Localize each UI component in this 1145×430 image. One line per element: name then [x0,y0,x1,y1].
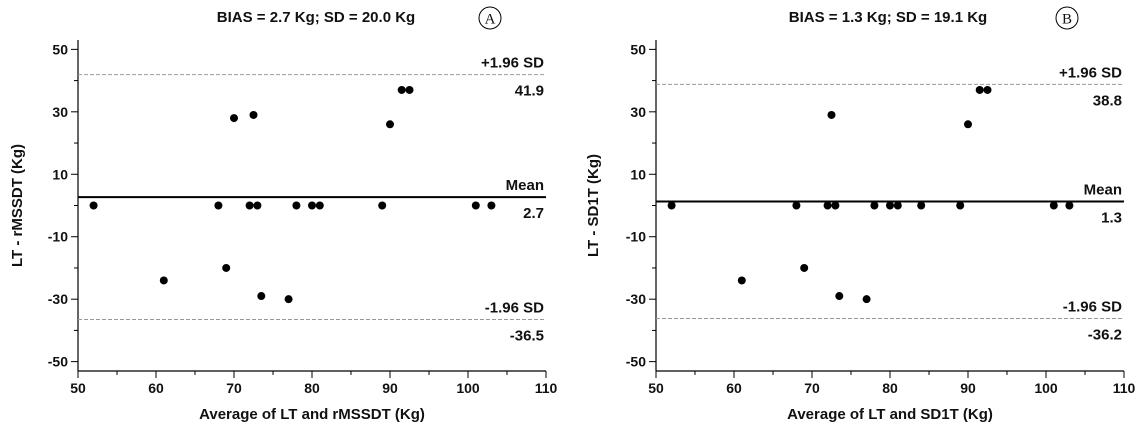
y-tick-label: -30 [626,291,646,307]
x-tick-label: 70 [804,380,820,396]
x-axis-label: Average of LT and SD1T (Kg) [787,406,993,423]
chart-title: BIAS = 1.3 Kg; SD = 19.1 Kg [789,9,987,26]
data-point [249,110,258,119]
panel-letter-circle [478,6,502,30]
data-point [284,295,293,304]
data-point [827,110,836,119]
y-tick-label: 50 [52,41,68,57]
data-point [1065,201,1074,210]
data-point [405,85,414,94]
data-point [835,292,844,301]
x-tick-label: 110 [1113,380,1136,396]
mean-label: Mean [1084,181,1122,198]
data-point [257,292,266,301]
data-point [292,201,301,210]
data-point [886,201,894,210]
data-point [471,201,480,210]
chart-title: BIAS = 2.7 Kg; SD = 20.0 Kg [217,9,415,26]
y-tick-label: 30 [630,104,646,120]
chart-panel-b: BIAS = 1.3 Kg; SD = 19.1 Kg B 50 60 70 80 90 10… [585,6,1136,423]
upper-limit-label: +1.96 SD [1059,64,1122,81]
x-tick-label: 110 [535,380,558,396]
data-point [800,263,809,272]
x-tick-label: 90 [960,380,976,396]
y-tick-label: -30 [48,291,68,307]
data-point [378,201,387,210]
y-axis-label: LT - rMSSDT (Kg) [9,144,26,267]
x-tick-label: 100 [1034,380,1058,396]
y-tick-label: 30 [52,104,68,120]
y-tick-label: 50 [630,41,646,57]
y-tick-label: -10 [48,229,68,245]
data-point [917,201,926,210]
lower-limit-label: -1.96 SD [1063,299,1122,316]
lower-limit-value: -36.5 [510,327,544,344]
x-axis-label: Average of LT and rMSSDT (Kg) [199,406,425,423]
data-point [870,201,879,210]
panel-letter: A [485,12,496,28]
upper-limit-value: 41.9 [515,83,544,100]
mean-label: Mean [506,177,544,194]
x-tick-label: 60 [726,380,742,396]
x-tick-label: 90 [382,380,398,396]
x-tick-label: 80 [882,380,898,396]
data-point [1049,201,1058,210]
upper-limit-value: 38.8 [1093,92,1122,109]
y-tick-label: -50 [48,354,68,370]
x-tick-label: 80 [304,380,320,396]
data-point [214,201,223,210]
data-point [862,295,871,304]
y-tick-label: -50 [626,354,646,370]
data-point [308,201,316,210]
data-point [983,85,992,94]
data-point [397,85,406,94]
lower-limit-value: -36.2 [1088,327,1122,344]
data-point [823,201,832,210]
x-tick-label: 100 [456,380,480,396]
lower-limit-label: -1.96 SD [485,299,544,316]
data-point [245,201,254,210]
data-point [956,201,965,210]
y-axis-label: LT - SD1T (Kg) [585,154,602,257]
x-tick-label: 50 [648,380,664,396]
panel-letter: B [1062,12,1072,28]
data-point [737,276,746,285]
mean-value: 1.3 [1101,209,1122,226]
data-point [831,201,840,210]
panel-letter-circle [1055,6,1079,30]
upper-limit-label: +1.96 SD [481,55,544,72]
data-point [315,201,324,210]
y-tick-label: 10 [630,166,646,182]
y-tick-label: 10 [52,166,68,182]
data-point [89,201,98,210]
data-point [792,201,801,210]
data-point [975,85,984,94]
x-tick-label: 50 [70,380,86,396]
data-point [222,263,231,272]
mean-value: 2.7 [523,205,544,222]
data-point [893,201,902,210]
data-point [487,201,496,210]
chart-panel-a: BIAS = 2.7 Kg; SD = 20.0 Kg A 50 60 70 80 90 10… [9,6,558,423]
data-point [386,120,394,129]
x-tick-label: 60 [148,380,164,396]
data-point [253,201,262,210]
x-tick-label: 70 [226,380,242,396]
data-point [964,120,972,129]
data-point [159,276,168,285]
data-point [230,114,238,123]
y-tick-label: -10 [626,229,646,245]
data-point [667,201,676,210]
